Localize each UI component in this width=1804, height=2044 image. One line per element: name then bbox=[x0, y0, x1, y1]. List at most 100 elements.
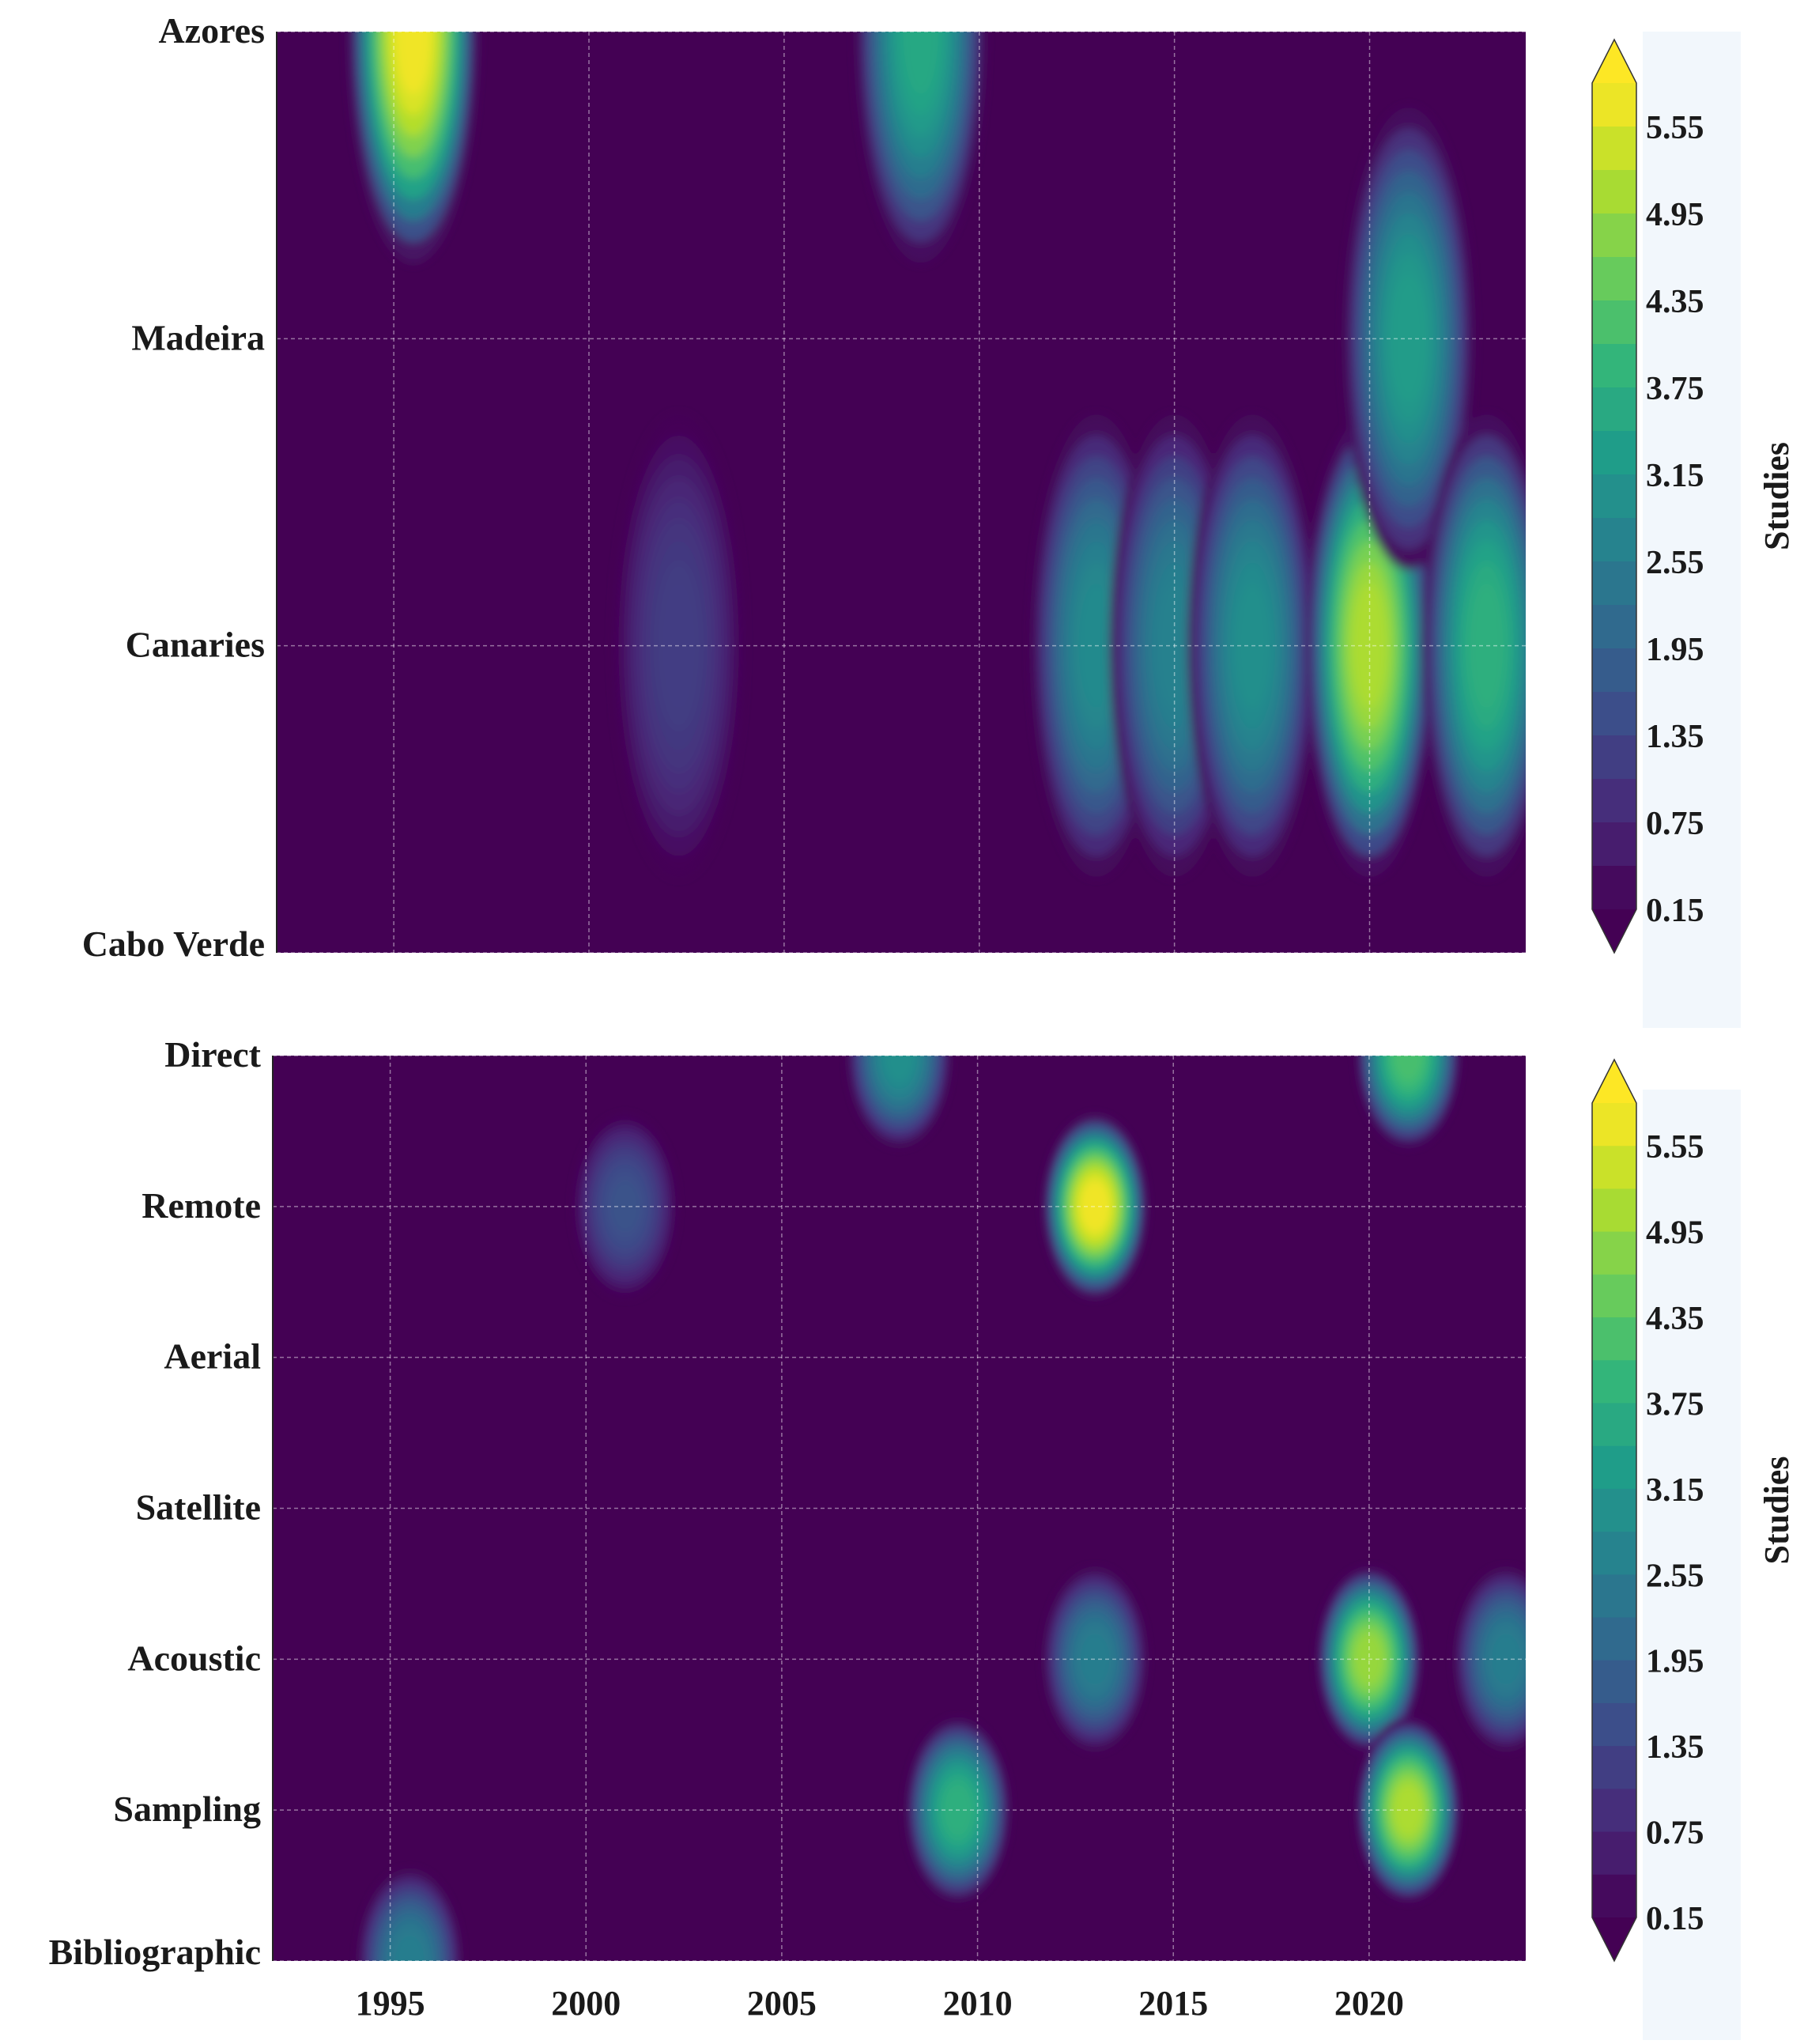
y-tick-label: Aerial bbox=[164, 1336, 261, 1377]
colorbar-extend-top bbox=[1592, 40, 1636, 83]
heatmap-field bbox=[357, 1056, 1526, 1961]
colorbar-segment bbox=[1592, 692, 1636, 736]
hotspot-contour bbox=[1352, 583, 1387, 708]
colorbar-segment bbox=[1592, 344, 1636, 388]
colorbar-segment bbox=[1592, 387, 1636, 432]
colorbar-segment bbox=[1592, 1488, 1636, 1532]
colorbar-tick-label: 5.55 bbox=[1646, 1129, 1704, 1166]
hotspot-contour bbox=[661, 583, 696, 708]
colorbar-extend-top bbox=[1592, 1060, 1636, 1103]
hotspot-contour bbox=[395, 32, 431, 95]
heatmap-hotspot bbox=[847, 1056, 952, 1148]
y-tick-label: Cabo Verde bbox=[82, 924, 265, 964]
colorbar-segment bbox=[1592, 213, 1636, 258]
hotspot-contour bbox=[610, 1181, 640, 1232]
y-tick-label: Satellite bbox=[136, 1487, 261, 1528]
colorbar-tick-label: 0.15 bbox=[1646, 893, 1704, 929]
y-tick-label: Canaries bbox=[126, 625, 265, 665]
colorbar-segment bbox=[1592, 1831, 1636, 1876]
heatmap-hotspot bbox=[905, 1717, 1011, 1903]
colorbar-tick-label: 0.15 bbox=[1646, 1901, 1704, 1937]
colorbar-segment bbox=[1592, 1702, 1636, 1747]
colorbar-tick-label: 3.15 bbox=[1646, 1472, 1704, 1509]
colorbar-extend-bottom bbox=[1592, 1917, 1636, 1961]
colorbar-segment bbox=[1592, 779, 1636, 823]
colorbar-segment bbox=[1592, 518, 1636, 562]
colorbar-label: Studies bbox=[1757, 1456, 1796, 1565]
colorbar-panel bbox=[1643, 32, 1741, 1028]
colorbar-segment bbox=[1592, 300, 1636, 345]
colorbar-tick-label: 2.55 bbox=[1646, 545, 1704, 581]
heatmap-hotspot bbox=[1042, 1113, 1148, 1299]
colorbar-tick-label: 3.75 bbox=[1646, 1386, 1704, 1422]
colorbar-extend-bottom bbox=[1592, 909, 1636, 953]
heatmap-hotspot bbox=[1453, 1566, 1526, 1752]
heatmap-field bbox=[348, 32, 1526, 878]
colorbar-segment bbox=[1592, 1660, 1636, 1704]
x-tick-label: 2005 bbox=[747, 1984, 817, 2023]
heatmap-hotspot bbox=[1042, 1566, 1148, 1752]
colorbar-tick-label: 0.75 bbox=[1646, 806, 1704, 842]
colorbar-segment bbox=[1592, 822, 1636, 867]
hotspot-contour bbox=[1394, 1785, 1423, 1835]
colorbar-tick-label: 3.75 bbox=[1646, 371, 1704, 407]
colorbar-segment bbox=[1592, 1103, 1636, 1147]
hotspot-contour bbox=[1492, 1634, 1521, 1684]
y-tick-label: Bibliographic bbox=[49, 1932, 261, 1972]
y-tick-label: Madeira bbox=[131, 317, 265, 357]
colorbar-segment bbox=[1592, 1746, 1636, 1790]
colorbar-segment bbox=[1592, 1874, 1636, 1918]
colorbar-segment bbox=[1592, 170, 1636, 214]
methods-heatmap: Direct Remote Aerial Satellite Acoustic Sampl… bbox=[49, 1034, 1796, 2040]
hotspot-contour bbox=[943, 1785, 972, 1835]
heatmap-hotspot bbox=[1316, 1566, 1422, 1752]
colorbar-outline bbox=[1591, 1058, 1637, 1963]
colorbar-segment bbox=[1592, 1274, 1636, 1318]
colorbar-segment bbox=[1592, 561, 1636, 606]
colorbar: 0.15 0.75 1.35 1.95 2.55 3.15 3.75 4.35 4.95 5.55… bbox=[1591, 38, 1796, 954]
colorbar-segment bbox=[1592, 1574, 1636, 1619]
hotspot-contour bbox=[1354, 1634, 1383, 1684]
colorbar-tick-label: 4.35 bbox=[1646, 284, 1704, 320]
heatmap-hotspot bbox=[613, 414, 744, 878]
colorbar-segment bbox=[1592, 127, 1636, 171]
heatmap-hotspot bbox=[1187, 414, 1318, 878]
colorbar-tick-label: 1.95 bbox=[1646, 632, 1704, 668]
colorbar-segment bbox=[1592, 1360, 1636, 1404]
colorbar-tick-label: 5.55 bbox=[1646, 110, 1704, 146]
colorbar-segment bbox=[1592, 1617, 1636, 1661]
colorbar-segment bbox=[1592, 257, 1636, 301]
hotspot-contour bbox=[1081, 1634, 1110, 1684]
hotspot-contour bbox=[1394, 1056, 1423, 1081]
hotspot-contour bbox=[903, 32, 938, 95]
heatmap-hotspot bbox=[572, 1113, 678, 1299]
x-tick-label: 1995 bbox=[356, 1984, 425, 2023]
heatmap-hotspot bbox=[348, 32, 478, 263]
x-tick-label: 2000 bbox=[551, 1984, 621, 2023]
colorbar-label: Studies bbox=[1757, 442, 1796, 550]
colorbar-segment bbox=[1592, 474, 1636, 519]
x-tick-label: 2015 bbox=[1138, 1984, 1208, 2023]
hotspot-contour bbox=[885, 1056, 914, 1081]
y-tick-label: Acoustic bbox=[127, 1638, 261, 1678]
colorbar-tick-label: 1.95 bbox=[1646, 1644, 1704, 1680]
heatmap-hotspot bbox=[1356, 1717, 1461, 1903]
y-tick-label: Remote bbox=[142, 1185, 261, 1226]
colorbar-segment bbox=[1592, 648, 1636, 693]
colorbar-tick-label: 4.95 bbox=[1646, 1215, 1704, 1252]
colorbar: 0.15 0.75 1.35 1.95 2.55 3.15 3.75 4.35 4.95 5.55… bbox=[1591, 1058, 1796, 1963]
colorbar-segment bbox=[1592, 1445, 1636, 1490]
hotspot-contour bbox=[395, 1936, 425, 1961]
heatmap-hotspot bbox=[357, 1868, 462, 1961]
colorbar-tick-label: 2.55 bbox=[1646, 1558, 1704, 1594]
colorbar-outline bbox=[1591, 38, 1637, 954]
y-tick-label: Sampling bbox=[113, 1789, 261, 1829]
colorbar-segment bbox=[1592, 1146, 1636, 1190]
colorbar-segment bbox=[1592, 1403, 1636, 1447]
hotspot-contour bbox=[1157, 583, 1192, 708]
y-tick-label: Azores bbox=[158, 10, 265, 51]
colorbar-segment bbox=[1592, 1188, 1636, 1233]
colorbar-segment bbox=[1592, 1532, 1636, 1576]
colorbar-segment bbox=[1592, 866, 1636, 910]
